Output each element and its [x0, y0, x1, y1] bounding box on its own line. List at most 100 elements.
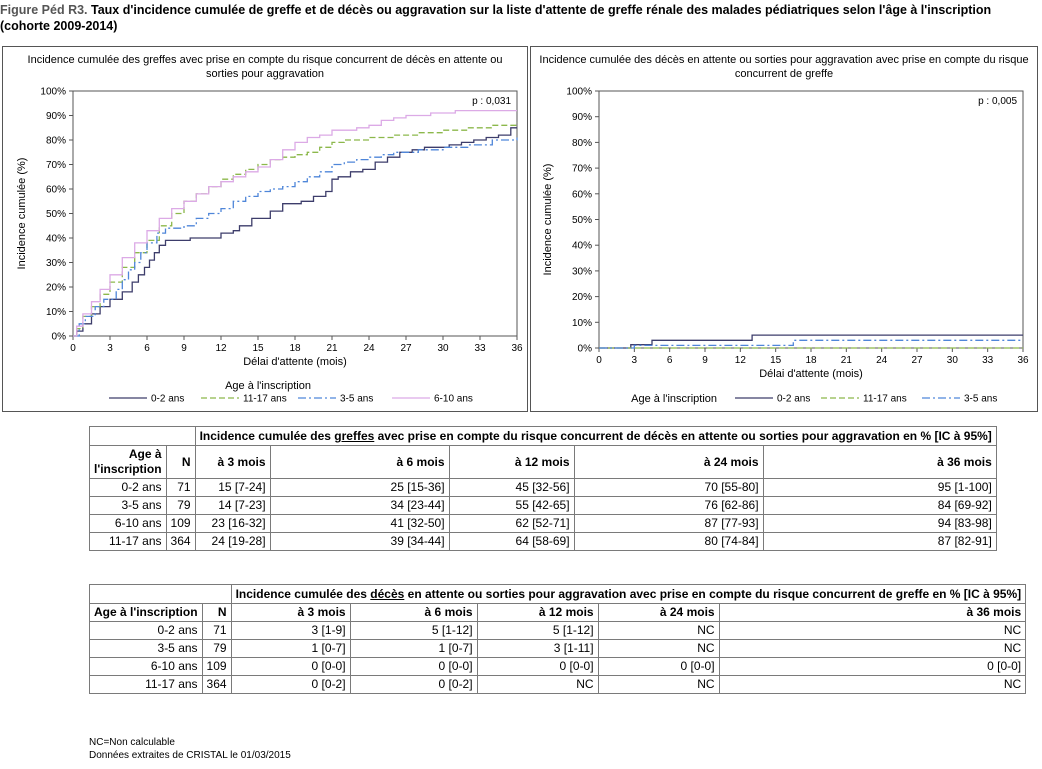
- series-line: [73, 122, 518, 337]
- x-tick-label: 12: [735, 355, 747, 366]
- table-cell: 5 [1-12]: [476, 621, 599, 640]
- x-tick-label: 9: [181, 343, 187, 354]
- column-header: à 36 mois: [762, 445, 997, 479]
- table-cell: 62 [52-71]: [448, 514, 575, 533]
- table-cell: NC: [718, 639, 1027, 658]
- y-axis-label: Incidence cumulée (%): [542, 164, 554, 276]
- table-cell: 0 [0-0]: [230, 657, 351, 676]
- legend-label: 3-5 ans: [340, 394, 373, 405]
- series-line: [599, 339, 1023, 349]
- table-cell: 0 [0-0]: [349, 657, 478, 676]
- table-cell: 0 [0-2]: [230, 675, 351, 694]
- x-tick-label: 27: [911, 355, 923, 366]
- y-tick-label: 70%: [46, 160, 66, 171]
- table-cell: NC: [597, 639, 720, 658]
- y-tick-label: 30%: [572, 266, 592, 277]
- table-cell: NC: [597, 621, 720, 640]
- x-tick-label: 9: [702, 355, 708, 366]
- table-cell: 3-5 ans: [89, 496, 167, 515]
- x-tick-label: 0: [596, 355, 602, 366]
- y-tick-label: 0%: [52, 332, 67, 343]
- table-cell: 11-17 ans: [89, 532, 167, 551]
- table-cell: 0 [0-0]: [718, 657, 1027, 676]
- table-blank-cell: [89, 584, 232, 604]
- x-tick-label: 0: [70, 343, 76, 354]
- table-row: 6-10 ans 109 0 [0-0] 0 [0-0] 0 [0-0] 0 [0-0] 0…: [89, 657, 1027, 676]
- column-header: à 3 mois: [194, 445, 271, 479]
- x-axis-label: Délai d'attente (mois): [759, 368, 863, 380]
- x-tick-label: 24: [876, 355, 888, 366]
- table-cell: 6-10 ans: [89, 514, 167, 533]
- table-row: 0-2 ans 71 15 [7-24] 25 [15-36] 45 [32-56] 70…: [89, 478, 997, 497]
- x-tick-label: 15: [770, 355, 782, 366]
- table-cell: 87 [82-91]: [762, 532, 997, 551]
- table-cell: 6-10 ans: [89, 657, 203, 676]
- column-header: à 36 mois: [718, 603, 1027, 622]
- y-tick-label: 40%: [46, 234, 66, 245]
- legend-label: 0-2 ans: [151, 394, 184, 405]
- table-greffes: Incidence cumulée des greffes avec prise…: [89, 426, 997, 551]
- y-tick-label: 20%: [46, 283, 66, 294]
- footnote: Données extraites de CRISTAL le 01/03/20…: [89, 750, 291, 761]
- table-cell: 15 [7-24]: [194, 478, 271, 497]
- table-heading: Incidence cumulée des greffes avec prise…: [194, 426, 997, 446]
- y-tick-label: 10%: [46, 307, 66, 318]
- plot-frame: [598, 90, 1024, 349]
- table-cell: 79: [165, 496, 196, 515]
- y-tick-label: 60%: [46, 185, 66, 196]
- chart-deces: 0%10%20%30%40%50%60%70%80%90%100%0 3 6 9 12 1…: [542, 87, 1029, 406]
- table-row: 0-2 ans 71 3 [1-9] 5 [1-12] 5 [1-12] NC NC: [89, 621, 1027, 640]
- y-tick-label: 90%: [46, 111, 66, 122]
- footnote: NC=Non calculable: [89, 737, 175, 748]
- column-header: à 6 mois: [269, 445, 450, 479]
- x-tick-label: 3: [632, 355, 638, 366]
- x-tick-label: 30: [947, 355, 959, 366]
- table-cell: 41 [32-50]: [269, 514, 450, 533]
- column-header: N: [201, 603, 232, 622]
- table-cell: NC: [597, 675, 720, 694]
- table-cell: 64 [58-69]: [448, 532, 575, 551]
- x-tick-label: 21: [326, 343, 338, 354]
- figure-label: Figure Péd R3.: [0, 3, 88, 17]
- table-cell: 95 [1-100]: [762, 478, 997, 497]
- legend-label: 6-10 ans: [434, 394, 473, 405]
- x-tick-label: 33: [474, 343, 486, 354]
- table-cell: NC: [718, 675, 1027, 694]
- table-heading-row: Incidence cumulée des décès en attente o…: [89, 584, 1027, 604]
- p-value-annotation: p : 0,031: [472, 96, 511, 107]
- table-cell: NC: [476, 675, 599, 694]
- table-cell: 364: [201, 675, 232, 694]
- y-axis-label: Incidence cumulée (%): [16, 158, 28, 270]
- column-header: à 12 mois: [448, 445, 575, 479]
- table-cell: 1 [0-7]: [230, 639, 351, 658]
- legend-label: 3-5 ans: [964, 394, 997, 405]
- x-tick-label: 30: [437, 343, 449, 354]
- series-line: [73, 109, 517, 337]
- table-cell: 55 [42-65]: [448, 496, 575, 515]
- x-axis-label: Délai d'attente (mois): [243, 356, 347, 368]
- table-cell: 109: [201, 657, 232, 676]
- chart-title: Incidence cumulée des greffes avec prise…: [27, 54, 503, 80]
- table-cell: 364: [165, 532, 196, 551]
- table-cell: 0 [0-0]: [597, 657, 720, 676]
- x-tick-label: 36: [511, 343, 523, 354]
- table-deces: Incidence cumulée des décès en attente o…: [89, 584, 1027, 694]
- table-cell: 71: [201, 621, 232, 640]
- y-tick-label: 50%: [572, 215, 592, 226]
- x-tick-label: 36: [1017, 355, 1029, 366]
- table-cell: 14 [7-23]: [194, 496, 271, 515]
- table-heading-keyword: décès: [370, 587, 405, 601]
- table-cell: 109: [165, 514, 196, 533]
- table-heading-keyword: greffes: [334, 429, 375, 443]
- table-cell: 71: [165, 478, 196, 497]
- chart-panel-deces: Incidence cumulée des décès en attente o…: [530, 46, 1038, 412]
- table-heading-text: Incidence cumulée des: [235, 587, 371, 601]
- table-cell: 3-5 ans: [89, 639, 203, 658]
- table-cell: 23 [16-32]: [194, 514, 271, 533]
- x-tick-label: 15: [252, 343, 264, 354]
- table-cell: 0-2 ans: [89, 621, 203, 640]
- table-cell: 80 [74-84]: [573, 532, 764, 551]
- table-row: 3-5 ans 79 14 [7-23] 34 [23-44] 55 [42-65] 76…: [89, 496, 997, 515]
- table-row: 3-5 ans 79 1 [0-7] 1 [0-7] 3 [1-11] NC NC: [89, 639, 1027, 658]
- column-header: à 3 mois: [230, 603, 351, 622]
